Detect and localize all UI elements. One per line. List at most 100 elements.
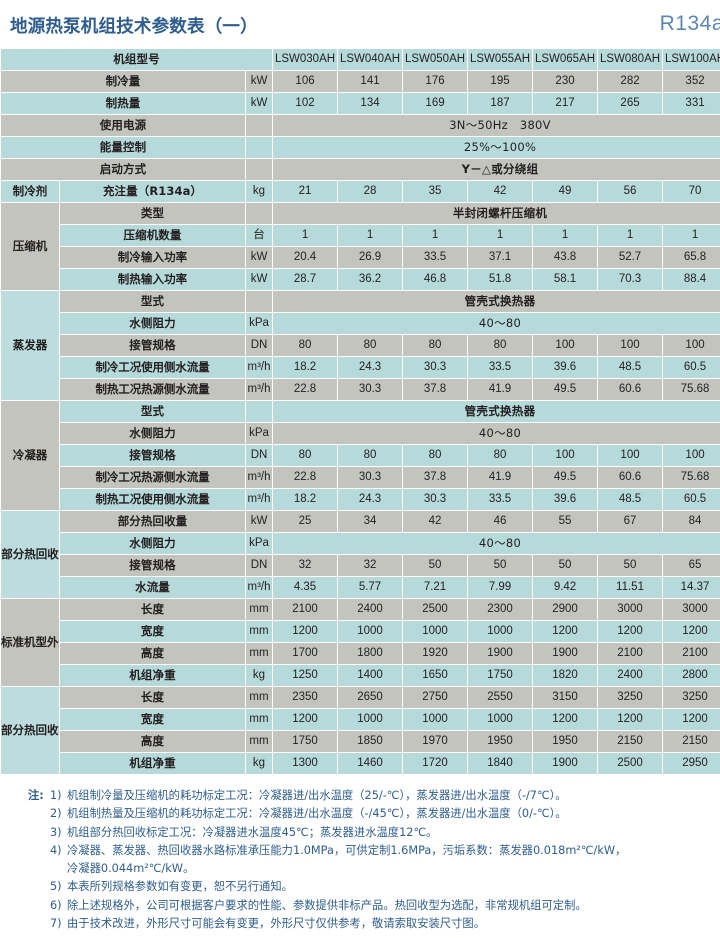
cell: 187: [468, 93, 533, 114]
cell: 33.5: [403, 247, 468, 268]
cell: 67: [598, 511, 663, 532]
cell: 33.5: [468, 489, 533, 510]
cell: 7.21: [403, 577, 468, 598]
cell: 80: [338, 445, 403, 466]
table-row: 制冷输入功率 kW 20.4 26.9 33.5 37.1 43.8 52.7 …: [1, 247, 720, 268]
cell: 33.5: [468, 357, 533, 378]
note-text: 由于技术改进，外形尺寸可能会有变更，外形尺寸仅供参考，敬请索取安装尺寸图。: [67, 917, 485, 931]
row-label: 制冷工况热源侧水流量: [60, 467, 245, 488]
row-label: 制热量: [1, 93, 245, 114]
cell: 1200: [533, 709, 598, 730]
cell: 1000: [468, 621, 533, 642]
cell: 1900: [533, 643, 598, 664]
cell: 65: [663, 555, 720, 576]
cell: 1300: [273, 753, 338, 774]
cell: 28.7: [273, 269, 338, 290]
cell: 1460: [338, 753, 403, 774]
cell: 7.99: [468, 577, 533, 598]
cell: 11.51: [598, 577, 663, 598]
row-label: 水流量: [60, 577, 245, 598]
merged-cell: 半封闭螺杆压缩机: [273, 203, 720, 224]
cell: 1200: [273, 621, 338, 642]
cell: 1840: [468, 753, 533, 774]
cell: 169: [403, 93, 468, 114]
row-unit: [246, 159, 273, 180]
note-item: 7) 由于技术改进，外形尺寸可能会有变更，外形尺寸仅供参考，敬请索取安装尺寸图。: [28, 915, 700, 933]
note-item: 3) 机组部分热回收标定工况：冷凝器进水温度45℃；蒸发器进水温度12℃。: [28, 824, 700, 842]
merged-cell: 40～80: [273, 533, 720, 554]
row-label: 水侧阻力: [60, 313, 245, 334]
row-unit: [246, 137, 273, 158]
cell: 84: [663, 511, 720, 532]
cell: 65.8: [663, 247, 720, 268]
cell: 35: [403, 181, 468, 202]
note-item: 5) 本表所列规格参数如有变更，恕不另行通知。: [28, 878, 700, 896]
note-text: 机组制冷量及压缩机的耗功标定工况：冷凝器进/出水温度（25/-℃），蒸发器进/出…: [67, 789, 567, 802]
cell: 1650: [403, 665, 468, 686]
cell: 1000: [338, 709, 403, 730]
note-number: 6): [50, 898, 62, 912]
cell: 1800: [338, 643, 403, 664]
cell: 1750: [468, 665, 533, 686]
row-unit: mm: [246, 687, 273, 708]
cell: 1950: [468, 731, 533, 752]
merged-cell: 25%～100%: [273, 137, 720, 158]
cell: 1820: [533, 665, 598, 686]
cell: 3000: [663, 599, 720, 620]
merged-cell: Y－△或分绕组: [273, 159, 720, 180]
cell: 42: [403, 511, 468, 532]
cell: 1: [663, 225, 720, 246]
note-number: 2): [50, 807, 62, 821]
cell: 2900: [533, 599, 598, 620]
table-row: 制热量 kW 102 134 169 187 217 265 331: [1, 93, 720, 114]
note-text: 机组制热量及压缩机的耗功标定工况：冷凝器进/出水温度（-/45℃），蒸发器进/出…: [67, 807, 567, 821]
cell: 80: [273, 445, 338, 466]
cell: 1700: [273, 643, 338, 664]
cell: 24.3: [338, 357, 403, 378]
cell: 60.5: [663, 489, 720, 510]
cell: 75.68: [663, 467, 720, 488]
cell: 3150: [533, 687, 598, 708]
note-number: 7): [50, 917, 62, 931]
cell: 34: [338, 511, 403, 532]
cell: 42: [468, 181, 533, 202]
cell: 18.2: [273, 489, 338, 510]
cell: 46.8: [403, 269, 468, 290]
cell: 100: [598, 335, 663, 356]
cell: 1950: [533, 731, 598, 752]
cell: 80: [403, 445, 468, 466]
row-label: 型式: [60, 401, 245, 422]
table-row: 制热工况热源侧水流量 m³/h 22.8 30.3 37.8 41.9 49.5…: [1, 379, 720, 400]
row-unit: [246, 291, 273, 312]
cell: 70.3: [598, 269, 663, 290]
cell: 1850: [338, 731, 403, 752]
row-label: 水侧阻力: [60, 533, 245, 554]
table-row: 压缩机 类型 半封闭螺杆压缩机: [1, 203, 720, 290]
row-unit: DN: [246, 335, 273, 356]
note-number: 1): [50, 789, 62, 802]
cell: 22.8: [273, 467, 338, 488]
row-unit: kW: [246, 71, 273, 92]
table-row: 机组净重 kg 1250 1400 1650 1750 1820 2400 28…: [1, 665, 720, 686]
cell: 100: [663, 335, 720, 356]
note-continuation: 冷凝器0.044m²℃/kW。: [67, 862, 195, 876]
cell: 1200: [273, 709, 338, 730]
row-unit: kW: [246, 269, 273, 290]
cell: 39.6: [533, 357, 598, 378]
row-label: 机组净重: [60, 665, 245, 686]
refrigerant-label: R134a: [659, 12, 720, 35]
cell: 2950: [663, 753, 720, 774]
table-row: 制冷工况使用侧水流量 m³/h 18.2 24.3 30.3 33.5 39.6…: [1, 357, 720, 378]
row-label: 接管规格: [60, 555, 245, 576]
cell: 48.5: [598, 357, 663, 378]
cell: 50: [468, 555, 533, 576]
row-unit: m³/h: [246, 379, 273, 400]
cell: 1970: [403, 731, 468, 752]
cell: 51.8: [468, 269, 533, 290]
cell: 20.4: [273, 247, 338, 268]
cell: 1200: [598, 709, 663, 730]
row-unit: kg: [246, 753, 273, 774]
note-number: 4): [50, 843, 62, 857]
cell: 2100: [273, 599, 338, 620]
merged-cell: 40～80: [273, 423, 720, 444]
